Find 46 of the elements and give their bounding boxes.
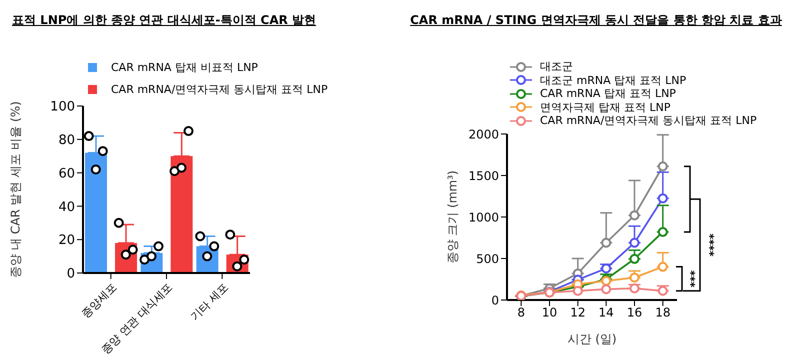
legend-label: 대조군 [540, 59, 573, 74]
point [658, 286, 668, 296]
x-tick-label: 16 [626, 306, 642, 320]
x-tick-label: 18 [655, 306, 670, 320]
y-tick-label: 60 [58, 166, 75, 182]
point [601, 238, 612, 248]
y-tick-label: 40 [58, 200, 75, 215]
legend-label: CAR mRNA/면역자극제 동시탑재 표적 LNP [111, 82, 328, 96]
y-tick-label: 0 [491, 293, 499, 308]
point [630, 210, 640, 220]
legend-label: CAR mRNA/면역자극제 동시탑재 표적 LNP [540, 113, 757, 128]
point [630, 238, 640, 248]
y-tick-label: 20 [58, 233, 75, 248]
x-tick-label: 기타 세포 [188, 280, 231, 324]
point [658, 193, 668, 204]
point [630, 272, 640, 283]
x-tick-label: 12 [570, 306, 586, 320]
legend-label: CAR mRNA 탑재 표적 LNP [540, 86, 676, 102]
point [658, 262, 668, 272]
y-axis-title: 종양 내 CAR 발현 세포 비율 (%) [8, 101, 22, 278]
x-axis-title: 시간 (일) [567, 332, 617, 346]
chart-title: CAR mRNA / STING 면역자극제 동시 전달을 통한 항암 치료 효과 [409, 12, 783, 29]
y-tick-label: 2000 [468, 127, 499, 142]
point [658, 226, 668, 237]
x-tick-label: 14 [598, 306, 614, 320]
chart-title: 표적 LNP에 의한 종양 연관 대식세포-특이적 CAR 발현 [11, 12, 318, 29]
text: **** [703, 234, 716, 257]
x-tick-label: 8 [517, 306, 525, 320]
legend-label: 면역자극제 탑재 표적 LNP [540, 100, 670, 115]
y-tick-label: 500 [476, 252, 499, 266]
y-tick-label: 0 [66, 266, 75, 282]
point [572, 286, 583, 296]
point [630, 283, 640, 294]
y-tick-label: 80 [58, 133, 75, 148]
y-tick-label: 1000 [468, 210, 499, 224]
x-tick-label: 10 [542, 306, 558, 320]
legend-label: CAR mRNA 탑재 비표적 LNP [111, 60, 258, 74]
text: *** [684, 270, 697, 288]
point [601, 284, 612, 294]
y-tick-label: 100 [50, 100, 75, 115]
point [601, 263, 612, 274]
legend-label: 대조군 mRNA 탑재 표적 LNP [540, 72, 686, 88]
y-tick-label: 1500 [468, 168, 499, 183]
point [658, 161, 668, 172]
point [630, 254, 640, 264]
y-axis-title: 종양 크기 (mm³) [445, 170, 460, 264]
